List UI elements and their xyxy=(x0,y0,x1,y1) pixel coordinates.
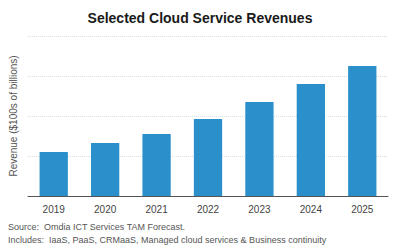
svg-text:2022: 2022 xyxy=(197,204,220,215)
svg-text:Selected Cloud Service Revenue: Selected Cloud Service Revenues xyxy=(88,10,313,26)
svg-text:Revenue ($100s of billions): Revenue ($100s of billions) xyxy=(8,55,19,176)
svg-text:Includes: IaaS, PaaS, CRMaaS,: Includes: IaaS, PaaS, CRMaaS, Managed cl… xyxy=(8,235,327,245)
svg-text:2023: 2023 xyxy=(248,204,271,215)
svg-text:2025: 2025 xyxy=(351,204,374,215)
svg-text:2019: 2019 xyxy=(43,204,66,215)
svg-text:2020: 2020 xyxy=(94,204,117,215)
svg-text:2024: 2024 xyxy=(300,204,323,215)
svg-text:Source: Omdia ICT Services TA: Source: Omdia ICT Services TAM Forecast. xyxy=(8,222,185,232)
svg-text:2021: 2021 xyxy=(145,204,168,215)
